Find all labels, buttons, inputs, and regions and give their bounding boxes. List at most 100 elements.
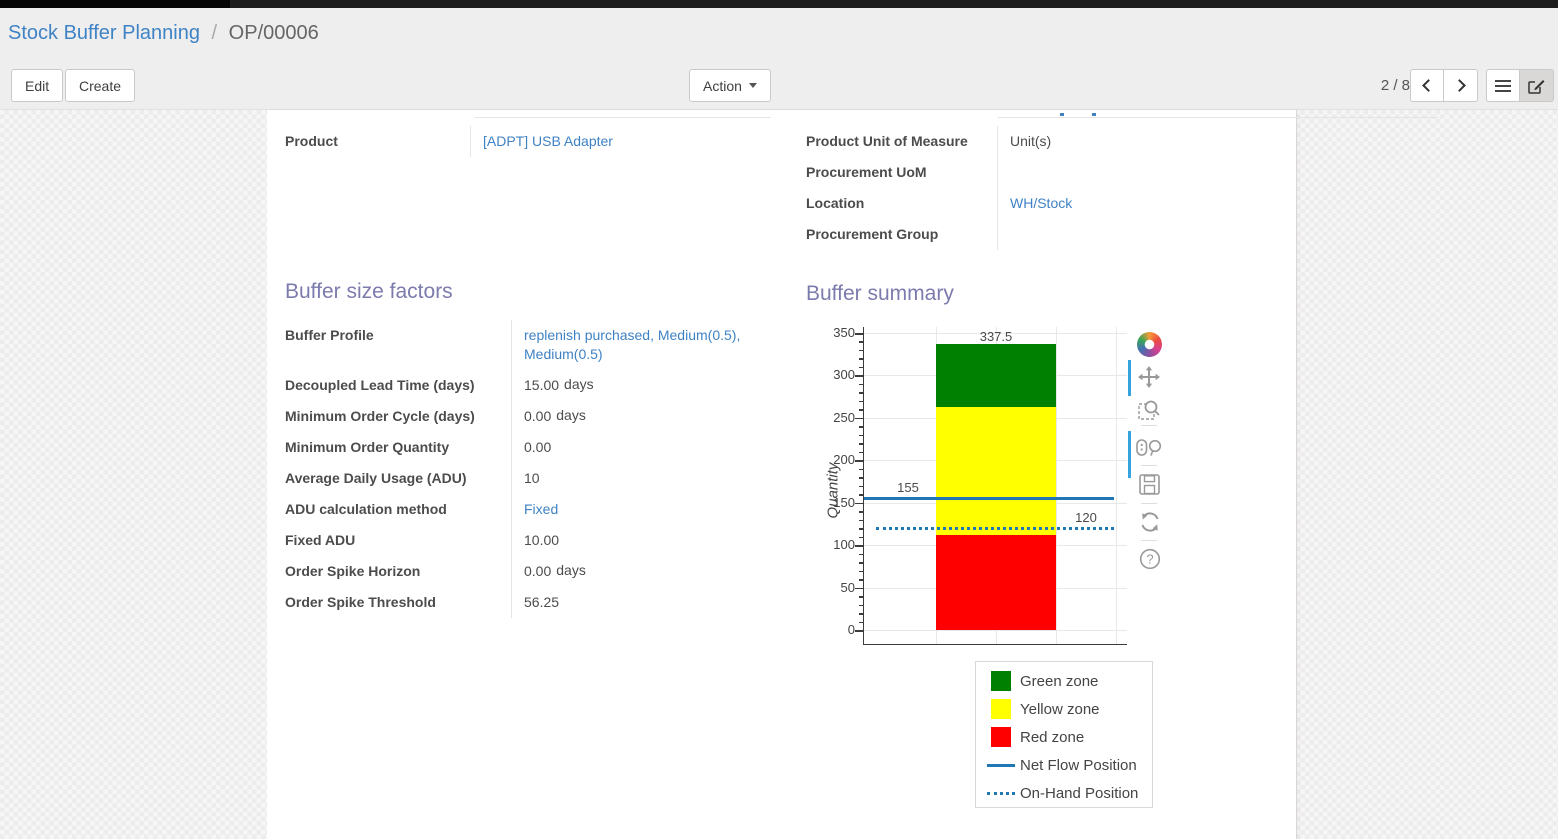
legend-line-swatch [987, 763, 1015, 767]
product-fields-left: Product [ADPT] USB Adapter [285, 126, 775, 157]
on-hand-position-line[interactable] [876, 526, 1114, 530]
field-label: Minimum Order Cycle (days) [285, 408, 475, 424]
list-icon [1495, 79, 1511, 92]
field-row: Minimum Order Cycle (days) 0.00 days [285, 401, 790, 432]
y-tick-label: 350 [833, 325, 855, 340]
form-view-button[interactable] [1520, 69, 1554, 102]
field-label: Product [285, 133, 338, 149]
field-value[interactable]: Fixed [511, 494, 766, 525]
legend-item[interactable]: Green zone [976, 667, 1152, 695]
field-value[interactable]: WH/Stock [997, 188, 1247, 219]
field-label: Fixed ADU [285, 532, 356, 548]
legend-item[interactable]: Yellow zone [976, 695, 1152, 723]
field-unit: days [556, 562, 586, 578]
field-row: Fixed ADU 10.00 [285, 525, 790, 556]
buffer-summary-title: Buffer summary [806, 282, 954, 305]
pager-buttons [1410, 69, 1478, 102]
gridline [864, 630, 1127, 631]
reset-axes-icon[interactable] [1139, 511, 1161, 538]
field-row: Order Spike Threshold 56.25 [285, 587, 790, 618]
field-row: ADU calculation method Fixed [285, 494, 790, 525]
modebar-indicator [1128, 431, 1131, 478]
gridline [1056, 327, 1057, 644]
legend-label: Red zone [1020, 728, 1085, 746]
field-label: Minimum Order Quantity [285, 439, 450, 455]
plotly-logo-icon[interactable] [1137, 332, 1162, 357]
red-zone-bar[interactable] [936, 534, 1056, 630]
help-icon[interactable]: ? [1139, 548, 1161, 575]
pager-next-button[interactable] [1444, 69, 1478, 102]
y-tick-label: 50 [840, 579, 855, 595]
pan-icon[interactable] [1138, 366, 1160, 393]
form-edit-icon [1528, 79, 1545, 94]
legend-label: Green zone [1020, 672, 1099, 690]
legend-item[interactable]: Red zone [976, 723, 1152, 751]
zoom-icon[interactable] [1138, 398, 1161, 426]
legend-item[interactable]: On-Hand Position [976, 779, 1152, 807]
clipped-field-fragment [1092, 113, 1096, 116]
save-icon[interactable] [1139, 474, 1160, 500]
breadcrumb-separator: / [211, 22, 218, 44]
field-value: Unit(s) [997, 126, 1247, 157]
field-label: Procurement UoM [806, 164, 927, 180]
buffer-size-factors-fields: Buffer Profile replenish purchased, Mediu… [285, 320, 790, 618]
net-flow-position-line[interactable] [864, 496, 1114, 500]
create-button[interactable]: Create [65, 69, 136, 102]
chart-modebar: ? [1128, 328, 1172, 608]
field-label: Decoupled Lead Time (days) [285, 377, 475, 393]
field-value [997, 157, 1247, 188]
legend-color-swatch [991, 727, 1011, 747]
field-row: Decoupled Lead Time (days) 15.00 days [285, 370, 790, 401]
field-row: Product [ADPT] USB Adapter [285, 126, 775, 157]
field-label: Procurement Group [806, 226, 939, 242]
field-value[interactable]: replenish purchased, Medium(0.5), Medium… [511, 320, 766, 370]
breadcrumb-current: OP/00006 [228, 22, 319, 44]
hover-compare-icon[interactable] [1136, 439, 1163, 462]
control-panel: Edit Create Action 2 / 8 [0, 60, 1558, 110]
field-label: Average Daily Usage (ADU) [285, 470, 467, 486]
field-value: 10 [511, 463, 766, 494]
yellow-zone-bar[interactable] [936, 407, 1056, 535]
chevron-left-icon [1422, 79, 1435, 92]
y-tick-label: 100 [833, 537, 855, 553]
y-tick-label: 250 [833, 409, 855, 425]
field-unit: days [564, 376, 594, 392]
legend-item[interactable]: Net Flow Position [976, 751, 1152, 779]
field-row: Order Spike Horizon 0.00 days [285, 556, 790, 587]
action-dropdown-button[interactable]: Action [689, 69, 771, 102]
breadcrumb: Stock Buffer Planning / OP/00006 [8, 22, 319, 45]
field-row: Minimum Order Quantity 0.00 [285, 432, 790, 463]
green-zone-bar[interactable] [936, 343, 1056, 408]
gridline [1116, 327, 1117, 644]
field-value[interactable]: [ADPT] USB Adapter [470, 126, 760, 157]
pager-previous-button[interactable] [1410, 69, 1444, 102]
breadcrumb-parent-link[interactable]: Stock Buffer Planning [8, 22, 200, 44]
field-value: 10.00 [511, 525, 766, 556]
modebar-separator [1141, 540, 1157, 541]
legend-color-swatch [991, 699, 1011, 719]
clipped-row-border-right [998, 110, 1438, 118]
legend-label: Net Flow Position [1020, 756, 1137, 774]
legend-label: Yellow zone [1020, 700, 1100, 718]
field-unit: days [556, 407, 586, 423]
navbar-active-menu-segment [0, 0, 230, 8]
modebar-separator [1141, 503, 1157, 504]
svg-text:?: ? [1146, 552, 1153, 567]
product-fields-right: Product Unit of Measure Unit(s) Procuremen… [806, 126, 1276, 250]
field-value: 0.00 [511, 432, 766, 463]
gridline [864, 333, 1127, 334]
line-value-label: 155 [897, 480, 919, 496]
field-value: 0.00 days [511, 556, 766, 587]
field-row: Product Unit of Measure Unit(s) [806, 126, 1276, 157]
field-value: 56.25 [511, 587, 766, 618]
field-row: Procurement UoM [806, 157, 1276, 188]
list-view-button[interactable] [1486, 69, 1520, 102]
legend-label: On-Hand Position [1020, 784, 1139, 802]
chart-legend: Green zone Yellow zone Red zone Net Flow Po… [975, 661, 1153, 808]
form-sheet: Product [ADPT] USB Adapter Product Unit o… [267, 110, 1438, 839]
field-row: Location WH/Stock [806, 188, 1276, 219]
edit-button[interactable]: Edit [11, 69, 64, 102]
clipped-row-border-left [475, 110, 771, 118]
